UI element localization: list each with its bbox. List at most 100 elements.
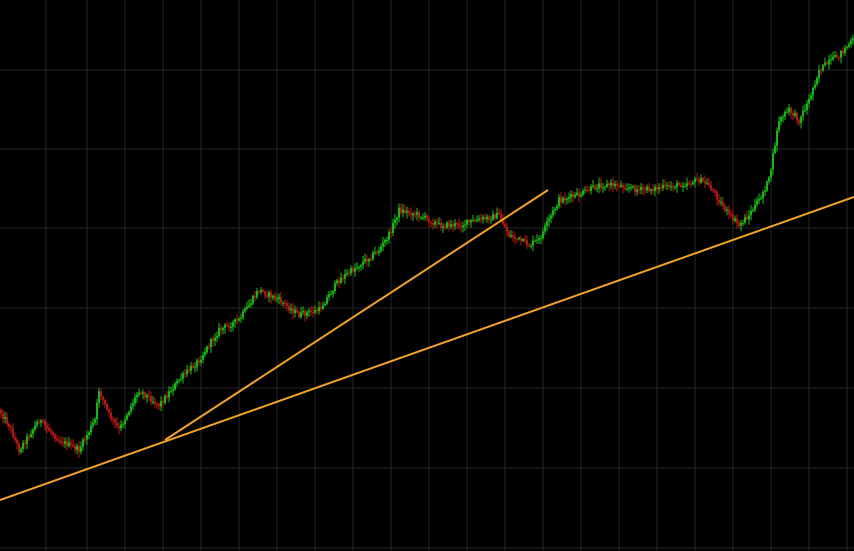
trendline-2[interactable]: [164, 189, 549, 441]
candle-body: [482, 217, 484, 220]
candle-body: [68, 442, 70, 447]
candle-body: [276, 298, 278, 300]
candle-body: [272, 295, 274, 298]
candle-body: [270, 292, 272, 298]
candle-body: [196, 360, 198, 367]
candle-body: [798, 120, 800, 123]
candle-body: [118, 426, 120, 429]
candle-body: [518, 237, 520, 240]
candle-body: [174, 383, 176, 390]
candle-body: [412, 213, 414, 216]
candle-body: [392, 223, 394, 233]
candle-body: [480, 218, 482, 220]
candles: [0, 34, 854, 458]
candle-body: [670, 186, 672, 188]
candle-body: [140, 392, 142, 394]
candle-body: [16, 439, 18, 444]
candle-body: [506, 226, 508, 232]
candle-body: [446, 222, 448, 228]
candle-body: [166, 395, 168, 398]
candle-body: [56, 438, 58, 441]
candle-body: [682, 186, 684, 188]
candle-body: [694, 178, 696, 183]
candle-body: [52, 432, 54, 435]
candle-body: [294, 309, 296, 314]
candle-body: [12, 428, 14, 438]
candle-body: [124, 419, 126, 424]
candle-body: [766, 181, 768, 191]
candle-body: [678, 182, 680, 186]
candle-body: [734, 218, 736, 221]
candle-body: [548, 218, 550, 222]
candle-body: [592, 185, 594, 187]
candle-body: [32, 429, 34, 435]
candle-body: [300, 312, 302, 318]
candle-body: [804, 109, 806, 111]
candle-body: [148, 395, 150, 397]
candle-body: [676, 182, 678, 188]
candle-body: [642, 187, 644, 190]
candle-body: [612, 182, 614, 187]
candle-body: [450, 224, 452, 227]
candle-body: [726, 209, 728, 211]
candle-body: [80, 446, 82, 452]
candle-body: [620, 184, 622, 187]
candle-body: [376, 252, 378, 254]
candle-body: [584, 189, 586, 191]
candle-body: [24, 442, 26, 444]
candle-body: [488, 216, 490, 220]
candle-body: [644, 189, 646, 191]
trendline-1[interactable]: [0, 196, 854, 501]
candle-body: [244, 308, 246, 312]
candle-body: [724, 206, 726, 211]
candle-body: [240, 317, 242, 319]
candle-body: [158, 403, 160, 407]
candle-body: [566, 198, 568, 201]
candle-body: [542, 231, 544, 239]
candle-body: [82, 439, 84, 447]
candle-body: [286, 303, 288, 306]
candle-body: [230, 326, 232, 328]
candle-body: [788, 107, 790, 112]
candle-body: [28, 436, 30, 438]
candle-body: [26, 436, 28, 444]
candle-body: [572, 194, 574, 197]
candle-body: [232, 322, 234, 327]
candle-body: [580, 194, 582, 197]
candle-body: [116, 422, 118, 427]
candle-body: [394, 219, 396, 224]
candle-body: [570, 194, 572, 198]
candle-body: [624, 187, 626, 190]
candle-body: [496, 212, 498, 219]
candle-body: [622, 184, 624, 188]
candle-body: [72, 444, 74, 446]
candle-body: [214, 337, 216, 341]
candle-body: [660, 187, 662, 189]
candle-body: [786, 111, 788, 113]
candle-body: [320, 307, 322, 309]
candle-body: [212, 339, 214, 341]
candle-body: [264, 291, 266, 296]
candle-body: [18, 443, 20, 453]
candle-body: [768, 177, 770, 182]
candle-body: [690, 183, 692, 185]
candle-body: [408, 211, 410, 214]
candle-body: [540, 238, 542, 240]
candle-body: [484, 217, 486, 220]
candle-body: [104, 399, 106, 405]
candle-body: [290, 308, 292, 311]
candle-body: [674, 187, 676, 189]
candle-body: [562, 197, 564, 203]
candle-body: [186, 369, 188, 374]
candle-body: [630, 187, 632, 189]
candle-body: [338, 280, 340, 283]
candle-body: [524, 239, 526, 241]
candle-body: [306, 312, 308, 316]
candle-body: [716, 192, 718, 200]
candle-body: [54, 434, 56, 439]
candle-body: [456, 223, 458, 225]
candle-body: [596, 188, 598, 190]
candle-body: [308, 310, 310, 313]
candle-body: [322, 305, 324, 309]
